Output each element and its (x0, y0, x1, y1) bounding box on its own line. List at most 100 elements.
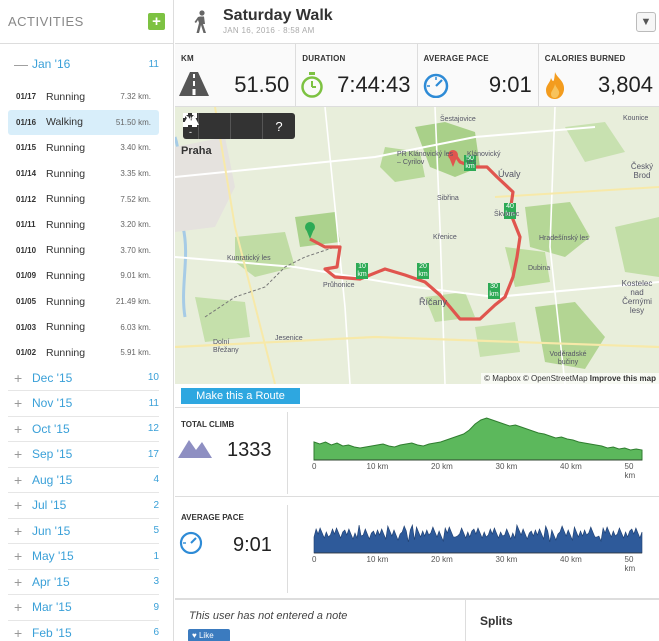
activity-type: Running (46, 167, 86, 180)
activity-date: 01/10 (16, 245, 37, 255)
axis-tick-label: 50 km (624, 555, 636, 573)
month-group[interactable]: + Apr '15 3 (8, 570, 159, 596)
stat-value: 9:01 (488, 72, 532, 97)
activity-type: Running (46, 141, 86, 154)
km-marker-unit: km (357, 271, 367, 278)
axis-tick-label: 40 km (560, 555, 582, 564)
add-activity-button[interactable]: + (148, 13, 165, 30)
map-label: Kounice (623, 115, 649, 122)
km-marker-unit: km (418, 271, 428, 278)
expand-icon: + (14, 522, 23, 539)
month-list: + Dec '15 10 + Nov '15 11 + Oct '15 12 + Sep '15 17… (0, 366, 173, 641)
make-route-button[interactable]: Make this a Route (181, 388, 300, 404)
month-group[interactable]: + Jun '15 5 (8, 519, 159, 545)
mapbox-link[interactable]: © Mapbox (484, 374, 521, 383)
activity-item[interactable]: 01/14 Running 3.35 km. (8, 161, 159, 187)
month-group[interactable]: + Aug '15 4 (8, 468, 159, 494)
month-count: 1 (153, 550, 159, 562)
map-label: Dolní Břežany (213, 339, 239, 354)
activity-item[interactable]: 01/02 Running 5.91 km. (8, 340, 159, 366)
expand-icon: + (14, 446, 23, 463)
terrain-button[interactable] (183, 113, 263, 139)
km-marker: 30 km (488, 283, 500, 299)
fullscreen-button[interactable] (183, 113, 231, 139)
month-group[interactable]: + Nov '15 11 (8, 391, 159, 417)
map-label: Jesenice (275, 335, 303, 342)
month-group[interactable]: + Sep '15 17 (8, 442, 159, 468)
map-label: Český Brod (630, 162, 654, 180)
activity-date: 01/15 (16, 143, 37, 153)
note-text: This user has not entered a note (189, 610, 348, 622)
activity-distance: 3.40 km. (120, 143, 151, 153)
month-group[interactable]: + Jul '15 2 (8, 493, 159, 519)
month-group-current[interactable]: — Jan '16 11 (8, 44, 159, 84)
like-button[interactable]: ♥ Like (188, 629, 230, 641)
activity-distance: 21.49 km. (115, 297, 151, 307)
km-marker-value: 20 (419, 263, 427, 270)
activity-detail: Saturday Walk JAN 16, 2016 · 8:58 AM ▼ K… (175, 0, 659, 641)
axis-tick-label: 0 (312, 462, 317, 471)
km-marker: 10 km (356, 263, 368, 279)
activity-header: Saturday Walk JAN 16, 2016 · 8:58 AM ▼ (175, 0, 659, 44)
expand-icon: + (14, 471, 23, 488)
km-marker-unit: km (505, 211, 515, 218)
axis-tick-label: 20 km (431, 555, 453, 564)
month-count: 3 (153, 576, 159, 588)
activity-distance: 5.91 km. (120, 348, 151, 358)
month-count: 2 (153, 499, 159, 511)
km-marker-value: 50 (466, 155, 474, 162)
activity-item[interactable]: 01/11 Running 3.20 km. (8, 212, 159, 238)
stat-value: 51.50 (234, 72, 290, 97)
help-button[interactable]: ? (275, 118, 283, 134)
collapse-icon: — (14, 56, 28, 72)
activity-item[interactable]: 01/17 Running 7.32 km. (8, 84, 159, 110)
elevation-chart (313, 417, 643, 461)
zoom-out-button[interactable]: - (189, 127, 192, 137)
month-group[interactable]: + Mar '15 9 (8, 595, 159, 621)
map-label: Klánovický les (467, 151, 501, 166)
activity-date: 01/11 (16, 220, 36, 230)
map-label: Křenice (433, 234, 457, 241)
month-label: Mar '15 (32, 600, 72, 615)
month-count: 11 (148, 397, 159, 409)
options-dropdown-button[interactable]: ▼ (636, 12, 656, 32)
activity-item[interactable]: 01/09 Running 9.01 km. (8, 263, 159, 289)
activity-item[interactable]: 01/05 Running 21.49 km. (8, 289, 159, 315)
zoom-controls: + - (183, 113, 199, 139)
month-group[interactable]: + May '15 1 (8, 544, 159, 570)
map-attribution: © Mapbox © OpenStreetMap Improve this ma… (481, 373, 659, 384)
activity-date: 01/05 (16, 297, 37, 307)
splits-heading: Splits (480, 614, 513, 628)
improve-map-link[interactable]: Improve this map (589, 374, 656, 383)
map-label: Šestajovice (440, 116, 476, 123)
month-count: 12 (147, 423, 159, 435)
zoom-in-button[interactable]: + (187, 114, 194, 124)
month-label: Jun '15 (32, 523, 71, 538)
axis-tick-label: 30 km (495, 462, 518, 471)
expand-icon: + (14, 624, 23, 641)
activity-item[interactable]: 01/12 Running 7.52 km. (8, 186, 159, 212)
activity-item[interactable]: 01/16 Walking 51.50 km. (8, 109, 159, 136)
map-label-praha: Praha (181, 145, 212, 157)
km-marker-value: 40 (506, 203, 514, 210)
activity-date: 01/16 (16, 117, 37, 127)
map-label: Škvorec (494, 211, 520, 218)
activity-distance: 3.20 km. (120, 220, 151, 230)
activity-item[interactable]: 01/15 Running 3.40 km. (8, 135, 159, 161)
activity-item[interactable]: 01/03 Running 6.03 km. (8, 314, 159, 340)
activity-item[interactable]: 01/10 Running 3.70 km. (8, 238, 159, 264)
stat-duration: DURATION 7:44:43 (296, 44, 418, 106)
activity-type: Walking (46, 116, 83, 129)
month-label: Jan '16 (32, 57, 71, 71)
km-marker: 20 km (417, 263, 429, 279)
map-label: Voděradské bučiny (549, 351, 587, 366)
activity-distance: 9.01 km. (120, 271, 151, 281)
activity-date: 01/09 (16, 271, 37, 281)
month-group[interactable]: + Oct '15 12 (8, 417, 159, 443)
pace-value: 9:01 (233, 534, 272, 556)
month-group[interactable]: + Dec '15 10 (8, 366, 159, 392)
activity-date: 01/02 (16, 348, 37, 358)
osm-link[interactable]: © OpenStreetMap (522, 374, 588, 383)
month-group[interactable]: + Feb '15 6 (8, 621, 159, 641)
route-map[interactable]: 10 km 20 km 30 km 40 km 50 km Praha Šestajovi… (175, 107, 659, 384)
